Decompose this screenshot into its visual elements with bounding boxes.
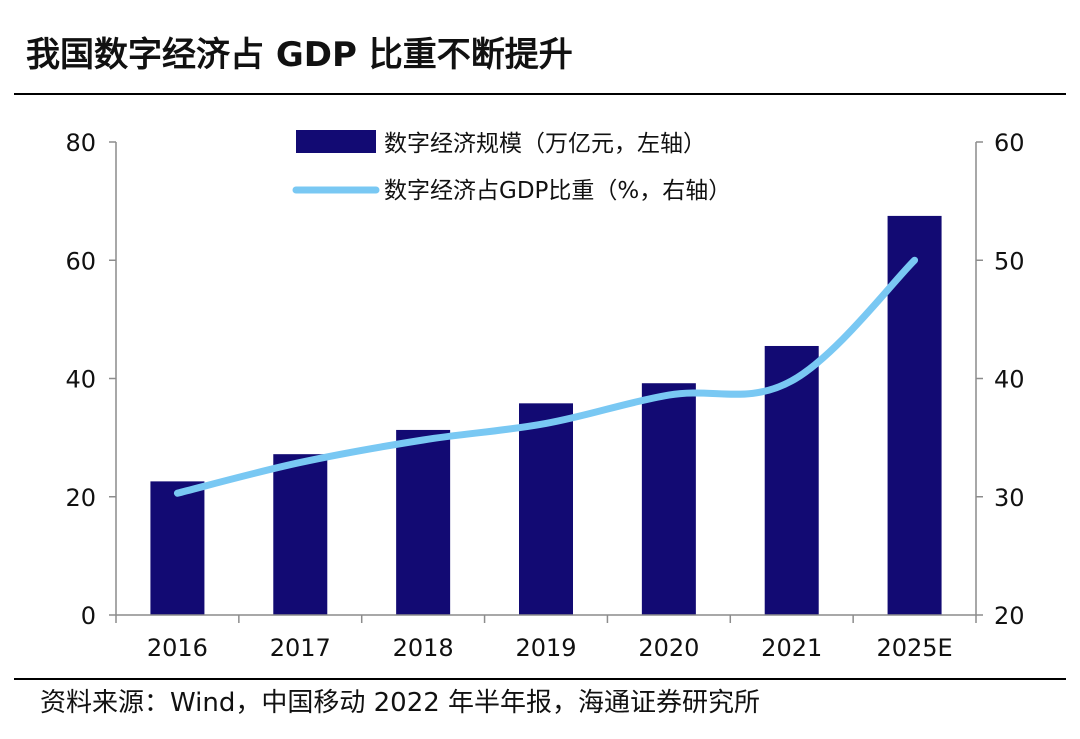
- x-tick-label-2016: 2016: [147, 634, 208, 662]
- right-tick-label-40: 40: [994, 366, 1025, 394]
- right-tick-label-60: 60: [994, 129, 1025, 157]
- x-tick-label-2019: 2019: [515, 634, 576, 662]
- legend-label-line: 数字经济占GDP比重（%，右轴）: [384, 178, 731, 204]
- title-bar: [14, 0, 1066, 95]
- right-tick-label-20: 20: [994, 602, 1025, 630]
- x-tick-label-2017: 2017: [270, 634, 331, 662]
- left-tick-label-20: 20: [65, 484, 96, 512]
- x-tick-label-2020: 2020: [638, 634, 699, 662]
- source-text: 资料来源：Wind，中国移动 2022 年半年报，海通证券研究所: [40, 688, 761, 718]
- plot-layer: [150, 215, 942, 615]
- x-tick-label-2021: 2021: [761, 634, 822, 662]
- x-tick-label-2025E: 2025E: [876, 634, 952, 662]
- left-tick-label-60: 60: [65, 247, 96, 275]
- x-tick-label-2018: 2018: [393, 634, 454, 662]
- left-tick-label-40: 40: [65, 366, 96, 394]
- bar-2017: [273, 454, 328, 615]
- legend-label-bar: 数字经济规模（万亿元，左轴）: [384, 131, 706, 157]
- right-tick-label-30: 30: [994, 484, 1025, 512]
- legend-layer: 数字经济规模（万亿元，左轴） 数字经济占GDP比重（%，右轴）: [292, 130, 731, 204]
- bar-2020: [641, 383, 696, 615]
- legend-swatch-bar: [296, 130, 376, 153]
- right-tick-label-50: 50: [994, 247, 1025, 275]
- page-title: 我国数字经济占 GDP 比重不断提升: [26, 35, 573, 75]
- bar-2018: [396, 429, 451, 615]
- bar-2016: [150, 481, 205, 615]
- bar-2019: [519, 403, 573, 615]
- axes-layer: 0 20 40 60 80 20 30 40 50 60 2016 2017 2018 2019 2020 2…: [65, 129, 1024, 662]
- source-divider: [14, 678, 1066, 680]
- left-tick-label-80: 80: [65, 129, 96, 157]
- left-tick-label-0: 0: [81, 602, 96, 630]
